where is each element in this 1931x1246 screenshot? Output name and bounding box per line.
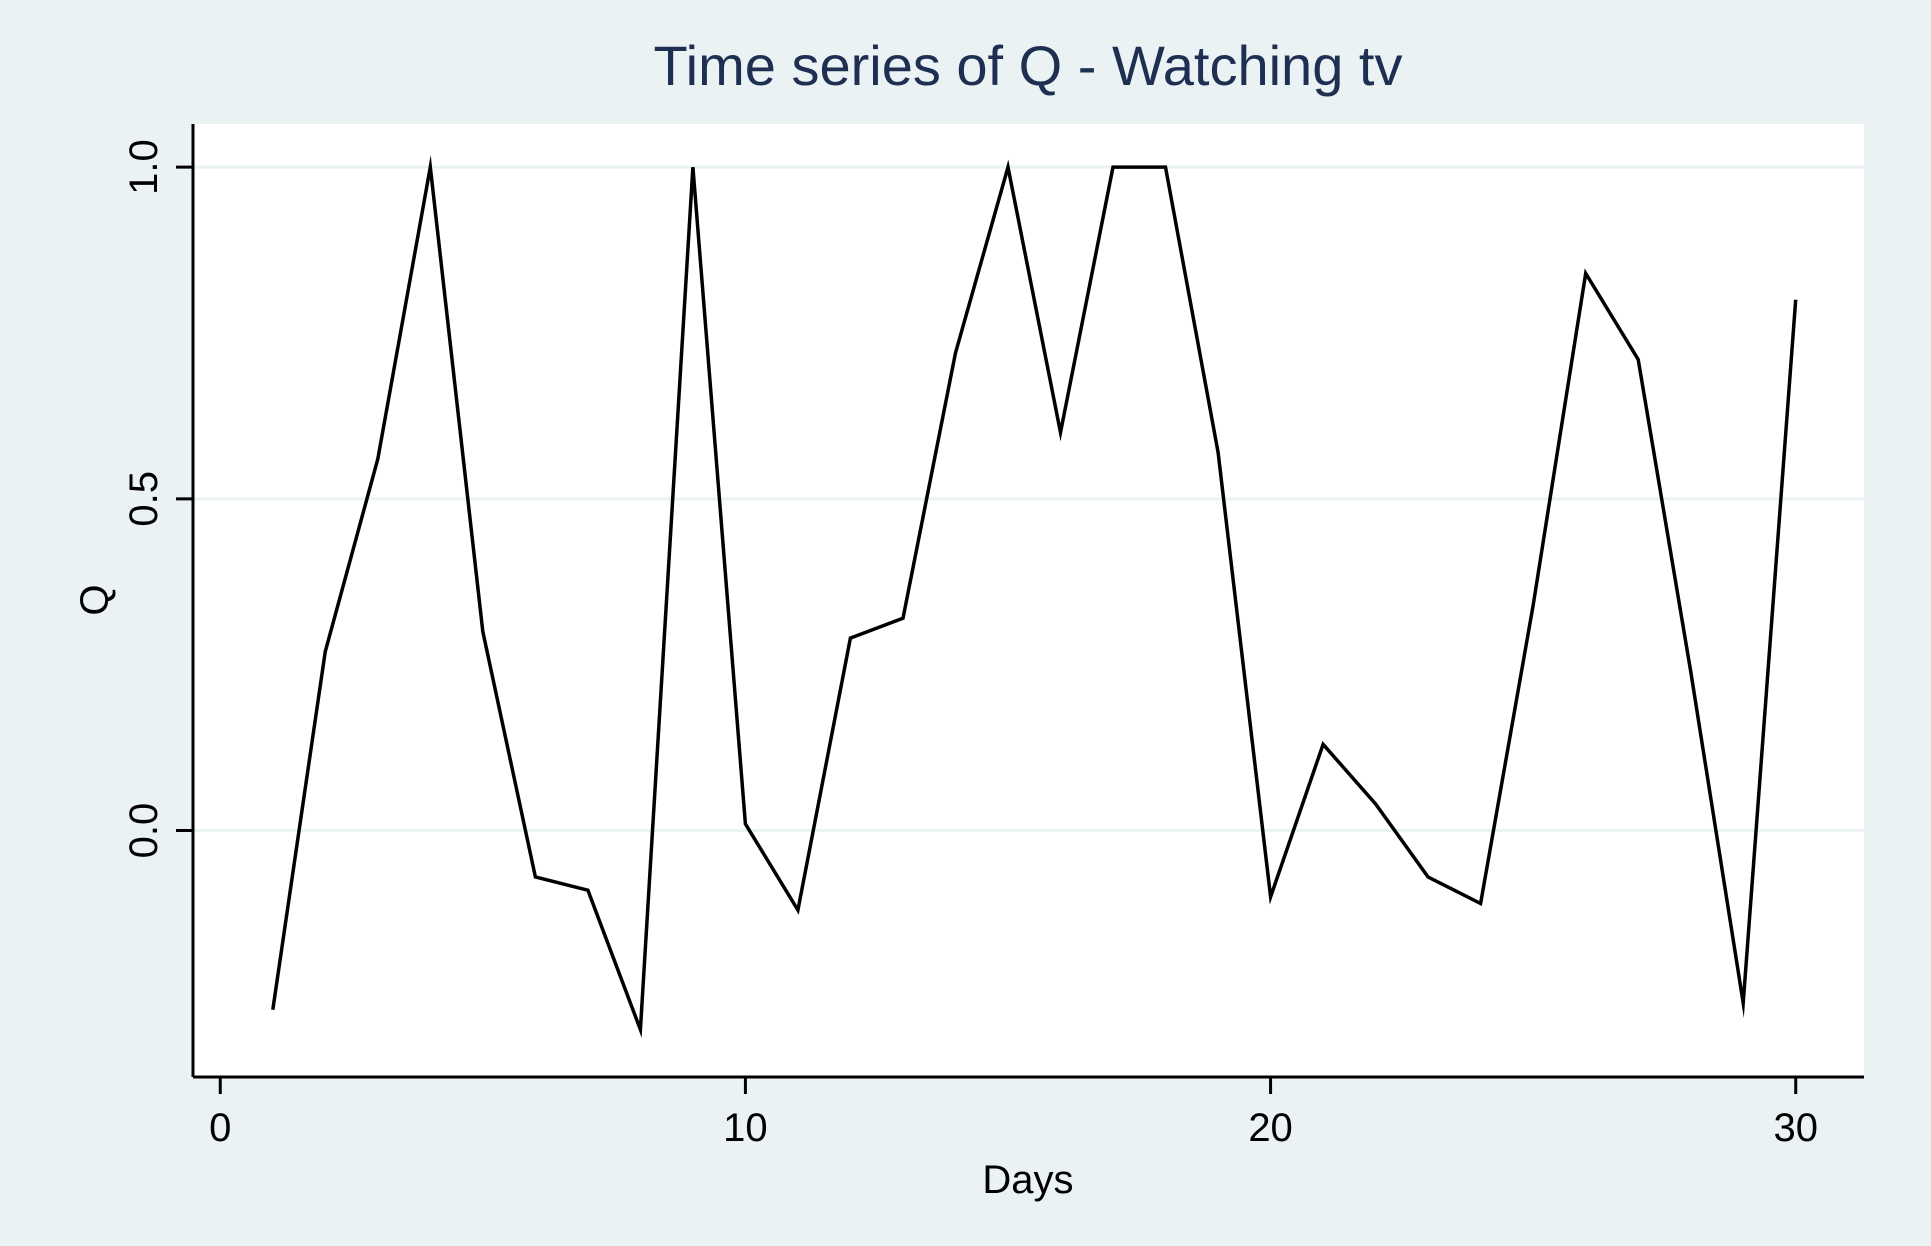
data-point [323, 649, 327, 653]
data-point [848, 636, 852, 640]
x-axis-label: Days [982, 1158, 1073, 1202]
data-point [481, 630, 485, 634]
data-point [428, 165, 432, 169]
data-point [1689, 669, 1693, 673]
data-point [1216, 450, 1220, 454]
y-axis-label: Q [73, 584, 117, 615]
y-tick-label: 0.5 [122, 471, 166, 527]
data-point [1321, 742, 1325, 746]
data-point [1111, 165, 1115, 169]
data-point [796, 908, 800, 912]
data-point [1741, 1001, 1745, 1005]
data-point [743, 822, 747, 826]
data-point [1479, 902, 1483, 906]
data-point [1269, 895, 1273, 899]
data-point [1059, 430, 1063, 434]
y-tick-label: 0.0 [122, 803, 166, 859]
data-point [271, 1008, 275, 1012]
series-line [271, 155, 1798, 1038]
data-point [1426, 875, 1430, 879]
data-point [586, 888, 590, 892]
data-point [1374, 802, 1378, 806]
data-point [953, 351, 957, 355]
x-tick-label: 20 [1248, 1106, 1293, 1150]
data-point [638, 1028, 642, 1032]
gridlines [194, 165, 1864, 833]
x-axis: 0 10 20 30 [193, 1075, 1864, 1150]
data-point [1531, 603, 1535, 607]
x-tick-label: 0 [209, 1106, 231, 1150]
data-point [1636, 358, 1640, 362]
data-point [1164, 165, 1168, 169]
data-point [1584, 271, 1588, 275]
series-layer [271, 155, 1798, 1038]
data-point [1794, 298, 1798, 302]
data-point [691, 165, 695, 169]
data-point [1006, 165, 1010, 169]
data-point [533, 875, 537, 879]
x-tick-label: 10 [723, 1106, 768, 1150]
x-tick-label: 30 [1773, 1106, 1818, 1150]
data-point [376, 457, 380, 461]
chart-title: Time series of Q - Watching tv [654, 34, 1403, 97]
y-tick-label: 1.0 [122, 139, 166, 195]
data-point [901, 616, 905, 620]
y-axis: 0.0 0.5 1.0 [122, 124, 195, 1077]
